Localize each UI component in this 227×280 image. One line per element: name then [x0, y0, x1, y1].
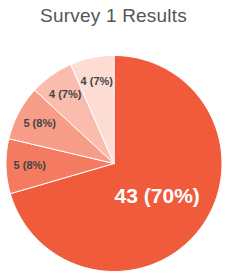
svg-text:5 (8%): 5 (8%): [14, 159, 47, 171]
svg-text:5 (8%): 5 (8%): [23, 117, 56, 129]
svg-text:43 (70%): 43 (70%): [115, 184, 200, 207]
svg-text:4 (7%): 4 (7%): [49, 88, 82, 100]
html-text:Survey 1 Results: Survey 1 Results: [40, 5, 187, 26]
svg-text:4 (7%): 4 (7%): [81, 75, 114, 87]
